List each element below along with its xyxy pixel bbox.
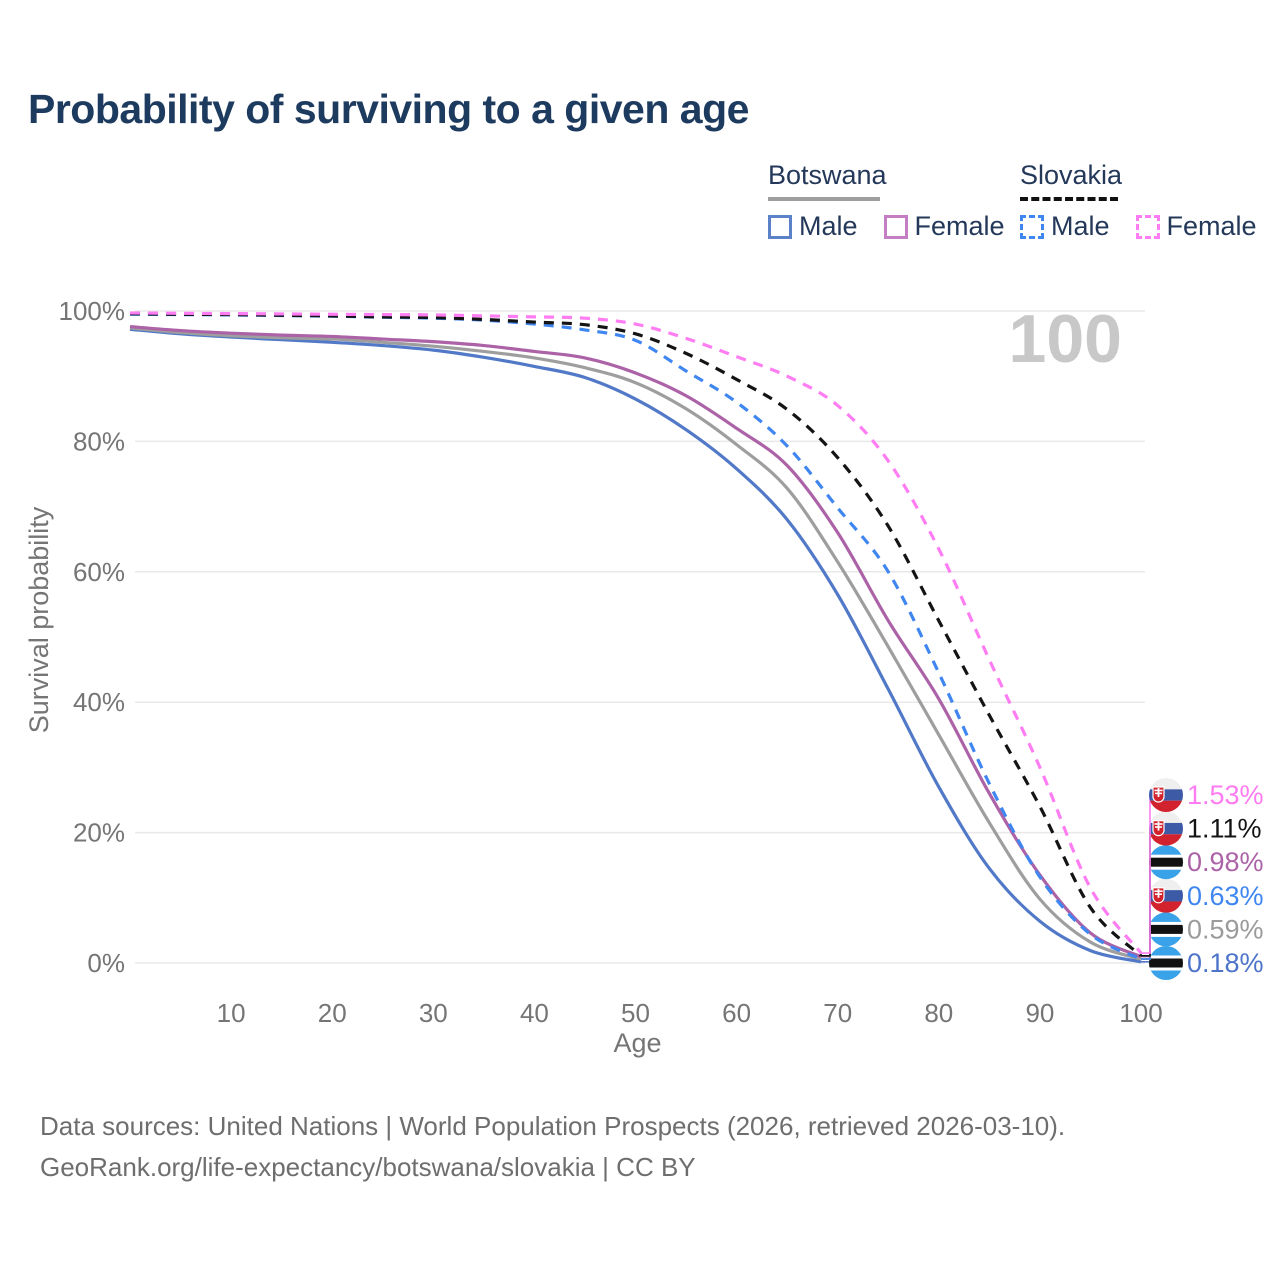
gridlines bbox=[135, 310, 1145, 964]
end-value-slovakia-male[interactable]: 0.63% bbox=[1187, 881, 1264, 911]
curve-botswana-both-sexes[interactable] bbox=[129, 326, 1142, 961]
x-tick-40: 40 bbox=[520, 998, 549, 1028]
curve-botswana-female[interactable] bbox=[129, 325, 1142, 959]
curve-botswana-male[interactable] bbox=[129, 327, 1142, 964]
flag-icon-bw bbox=[1149, 946, 1183, 980]
attribution-line: GeoRank.org/life-expectancy/botswana/slo… bbox=[40, 1152, 696, 1182]
x-tick-30: 30 bbox=[419, 998, 448, 1028]
legend-botswana-line-swatch bbox=[768, 197, 880, 201]
x-tick-10: 10 bbox=[217, 998, 246, 1028]
end-label-connector-botswana-female bbox=[1141, 861, 1156, 958]
end-value-slovakia-female[interactable]: 1.53% bbox=[1187, 780, 1264, 810]
legend-botswana-label[interactable]: Botswana bbox=[768, 160, 887, 190]
legend-slovakia-female-label[interactable]: Female bbox=[1166, 211, 1257, 241]
x-tick-50: 50 bbox=[621, 998, 650, 1028]
legend-slovakia-label[interactable]: Slovakia bbox=[1020, 160, 1123, 190]
legend-swatch-botswana-male[interactable] bbox=[768, 214, 792, 239]
footer: Data sources: United Nations | World Pop… bbox=[40, 1106, 1065, 1188]
x-tick-80: 80 bbox=[924, 998, 953, 1028]
age-indicator-watermark: 100 bbox=[1008, 301, 1122, 377]
legend-botswana-male-label[interactable]: Male bbox=[799, 211, 858, 241]
legend-slovakia-line-swatch bbox=[1020, 197, 1118, 201]
legend-group-botswana: Botswana Male Female bbox=[768, 160, 1031, 242]
legend-group-slovakia: Slovakia Male Female bbox=[1020, 160, 1280, 242]
y-tick-20: 20% bbox=[73, 818, 125, 848]
flag-icon-bw bbox=[1149, 912, 1183, 947]
end-value-botswana-female[interactable]: 0.98% bbox=[1187, 847, 1264, 877]
x-axis-tick-labels: 10 20 30 40 50 60 70 80 90 100 bbox=[217, 998, 1163, 1028]
y-tick-40: 40% bbox=[73, 687, 125, 717]
data-sources-line: Data sources: United Nations | World Pop… bbox=[40, 1111, 1066, 1141]
x-tick-100: 100 bbox=[1119, 998, 1162, 1028]
y-tick-80: 80% bbox=[73, 426, 125, 456]
legend-swatch-botswana-female[interactable] bbox=[883, 214, 908, 239]
flag-icon-bw bbox=[1149, 845, 1183, 880]
x-tick-90: 90 bbox=[1025, 998, 1054, 1028]
legend-botswana-female-label[interactable]: Female bbox=[914, 211, 1005, 241]
series-curves bbox=[129, 311, 1143, 964]
legend-slovakia-male-label[interactable]: Male bbox=[1051, 211, 1110, 241]
y-tick-100: 100% bbox=[59, 296, 126, 326]
end-value-labels: 0.18% 0.59%0.63% 0.98%1.11% 1.53% bbox=[1141, 778, 1264, 980]
end-value-slovakia-both-sexes[interactable]: 1.11% bbox=[1187, 814, 1262, 844]
curve-slovakia-both-sexes[interactable] bbox=[129, 312, 1143, 957]
curve-slovakia-male[interactable] bbox=[129, 312, 1142, 961]
y-axis-title: Survival probability bbox=[24, 506, 54, 733]
flag-icon-sk bbox=[1149, 811, 1183, 846]
end-value-botswana-male[interactable]: 0.18% bbox=[1187, 948, 1264, 978]
x-tick-60: 60 bbox=[722, 998, 751, 1028]
legend-swatch-slovakia-female[interactable] bbox=[1135, 214, 1160, 239]
flag-icon-sk bbox=[1149, 778, 1183, 812]
legend-swatch-slovakia-male[interactable] bbox=[1020, 214, 1044, 239]
x-axis-title: Age bbox=[613, 1028, 661, 1058]
x-tick-20: 20 bbox=[318, 998, 347, 1028]
y-tick-60: 60% bbox=[73, 557, 125, 587]
y-tick-0: 0% bbox=[87, 948, 125, 978]
x-tick-70: 70 bbox=[823, 998, 852, 1028]
page-title: Probability of surviving to a given age bbox=[28, 86, 749, 132]
curve-slovakia-female[interactable] bbox=[129, 311, 1143, 955]
y-axis-tick-labels: 0% 20% 40% 60% 80% 100% bbox=[59, 296, 126, 978]
flag-icon-sk bbox=[1149, 878, 1183, 913]
end-value-botswana-both-sexes[interactable]: 0.59% bbox=[1187, 914, 1264, 944]
